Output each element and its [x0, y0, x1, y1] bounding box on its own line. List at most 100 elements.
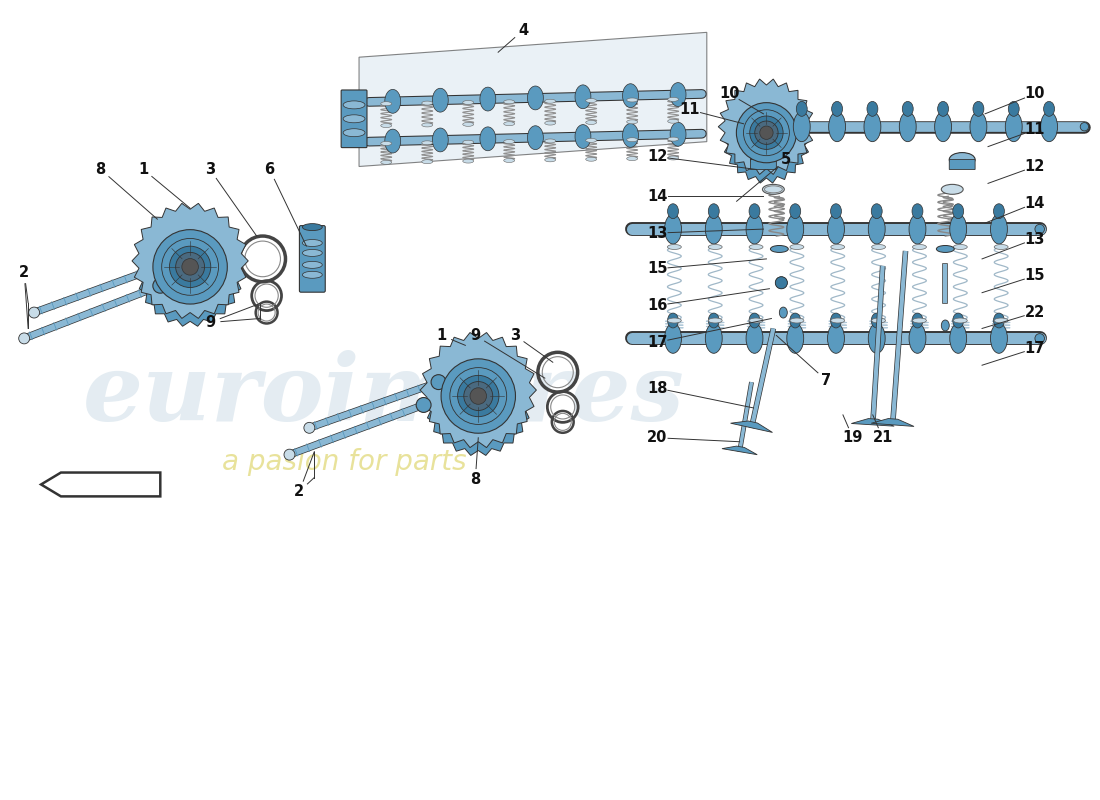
- Ellipse shape: [871, 204, 882, 218]
- Polygon shape: [426, 350, 531, 455]
- Ellipse shape: [994, 245, 1008, 250]
- Ellipse shape: [664, 323, 682, 354]
- Circle shape: [416, 398, 431, 413]
- Text: 8: 8: [96, 162, 106, 177]
- Ellipse shape: [385, 90, 400, 114]
- Circle shape: [458, 375, 499, 417]
- Ellipse shape: [990, 323, 1008, 354]
- Polygon shape: [132, 203, 249, 318]
- Text: 1: 1: [437, 328, 447, 343]
- Ellipse shape: [544, 158, 556, 162]
- Ellipse shape: [942, 320, 949, 331]
- Text: 4: 4: [518, 23, 528, 38]
- Circle shape: [176, 252, 205, 282]
- Ellipse shape: [746, 323, 763, 354]
- Polygon shape: [871, 418, 914, 426]
- Ellipse shape: [993, 204, 1004, 218]
- Ellipse shape: [664, 214, 682, 244]
- Ellipse shape: [421, 123, 432, 127]
- Circle shape: [29, 307, 40, 318]
- Circle shape: [284, 449, 295, 460]
- Ellipse shape: [343, 101, 365, 109]
- Ellipse shape: [668, 119, 679, 123]
- Ellipse shape: [949, 214, 967, 244]
- Ellipse shape: [627, 157, 638, 161]
- Ellipse shape: [708, 318, 723, 323]
- Ellipse shape: [708, 245, 723, 250]
- Circle shape: [19, 333, 30, 344]
- Text: 22: 22: [1024, 305, 1045, 320]
- Ellipse shape: [381, 102, 392, 106]
- Ellipse shape: [868, 214, 886, 244]
- Circle shape: [450, 368, 507, 425]
- Circle shape: [304, 422, 315, 434]
- FancyBboxPatch shape: [299, 226, 326, 292]
- Ellipse shape: [480, 127, 496, 150]
- Text: 6: 6: [264, 162, 275, 177]
- Ellipse shape: [504, 100, 515, 104]
- Text: 8: 8: [470, 472, 481, 487]
- Ellipse shape: [867, 102, 878, 116]
- Ellipse shape: [705, 323, 723, 354]
- Text: 15: 15: [647, 262, 668, 276]
- Ellipse shape: [830, 245, 845, 250]
- Ellipse shape: [670, 82, 686, 106]
- Circle shape: [163, 255, 178, 270]
- Ellipse shape: [544, 139, 556, 143]
- Ellipse shape: [381, 160, 392, 164]
- Circle shape: [182, 258, 198, 275]
- Ellipse shape: [796, 102, 807, 116]
- Polygon shape: [730, 421, 772, 433]
- Ellipse shape: [432, 128, 448, 152]
- Ellipse shape: [1005, 112, 1022, 142]
- Text: 17: 17: [1024, 341, 1045, 356]
- Ellipse shape: [902, 102, 913, 116]
- Ellipse shape: [993, 313, 1004, 328]
- Ellipse shape: [749, 245, 763, 250]
- Ellipse shape: [504, 139, 515, 143]
- Ellipse shape: [705, 214, 723, 244]
- FancyBboxPatch shape: [949, 159, 975, 170]
- Text: 2: 2: [19, 266, 30, 280]
- Ellipse shape: [302, 239, 322, 246]
- Text: 11: 11: [1024, 122, 1045, 138]
- Ellipse shape: [585, 98, 596, 102]
- Circle shape: [736, 102, 796, 162]
- Ellipse shape: [953, 313, 964, 328]
- Ellipse shape: [544, 121, 556, 125]
- Text: 15: 15: [1024, 268, 1045, 283]
- Ellipse shape: [585, 138, 596, 142]
- Circle shape: [169, 246, 211, 287]
- Ellipse shape: [827, 214, 845, 244]
- Ellipse shape: [936, 246, 954, 253]
- Text: 9: 9: [205, 315, 214, 330]
- Circle shape: [760, 126, 773, 139]
- Text: 7: 7: [821, 373, 832, 388]
- Ellipse shape: [827, 323, 845, 354]
- Ellipse shape: [463, 122, 474, 126]
- Text: 10: 10: [1024, 86, 1045, 102]
- Ellipse shape: [786, 323, 804, 354]
- Ellipse shape: [900, 112, 916, 142]
- Text: 18: 18: [647, 381, 668, 395]
- Text: 14: 14: [1024, 196, 1045, 210]
- Ellipse shape: [504, 122, 515, 126]
- Circle shape: [755, 121, 778, 144]
- Ellipse shape: [871, 318, 886, 323]
- Ellipse shape: [793, 112, 811, 142]
- Ellipse shape: [385, 129, 400, 153]
- Text: 3: 3: [510, 328, 520, 343]
- Ellipse shape: [463, 140, 474, 144]
- Ellipse shape: [830, 313, 842, 328]
- Ellipse shape: [970, 112, 987, 142]
- Circle shape: [431, 374, 446, 390]
- Ellipse shape: [990, 214, 1008, 244]
- Ellipse shape: [949, 323, 967, 354]
- Ellipse shape: [575, 125, 591, 149]
- Text: 5: 5: [781, 152, 791, 167]
- Ellipse shape: [708, 313, 719, 328]
- Text: 13: 13: [1024, 231, 1045, 246]
- Ellipse shape: [623, 84, 638, 107]
- Circle shape: [153, 230, 228, 304]
- Text: 20: 20: [647, 430, 668, 446]
